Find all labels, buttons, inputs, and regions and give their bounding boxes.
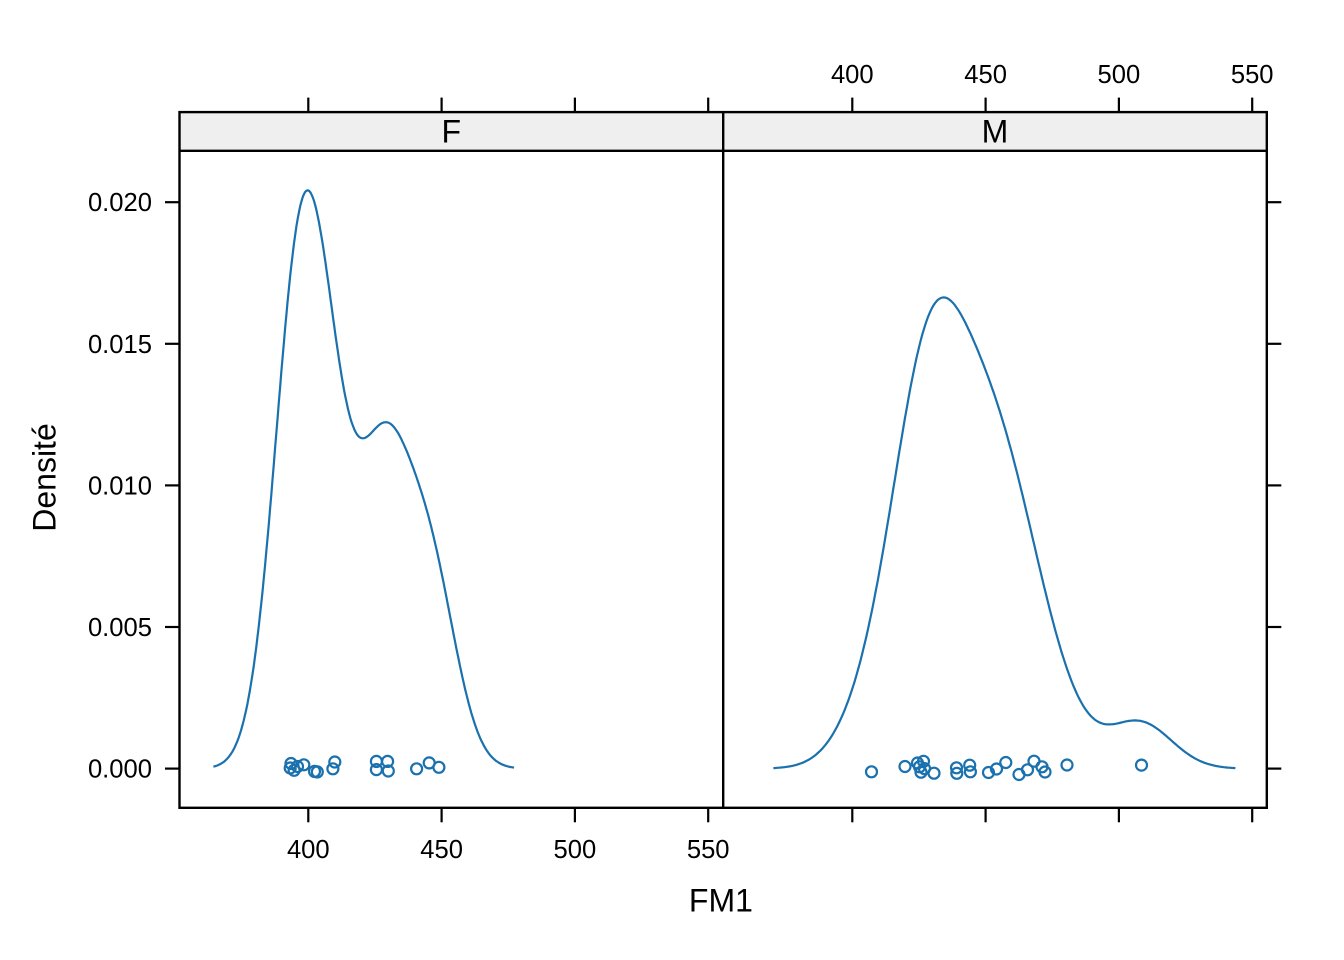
svg-text:0.020: 0.020 [88,189,152,217]
svg-text:500: 500 [554,836,597,864]
svg-text:400: 400 [287,836,330,864]
svg-text:500: 500 [1098,61,1141,89]
svg-text:M: M [982,114,1009,150]
svg-text:0.005: 0.005 [88,614,152,642]
svg-text:400: 400 [831,61,874,89]
svg-text:450: 450 [964,61,1007,89]
svg-text:Densité: Densité [27,423,63,532]
svg-text:FM1: FM1 [689,883,753,919]
svg-text:F: F [442,114,462,150]
svg-text:450: 450 [420,836,463,864]
svg-text:0.000: 0.000 [88,756,152,784]
svg-text:550: 550 [687,836,730,864]
svg-text:550: 550 [1231,61,1274,89]
svg-text:0.010: 0.010 [88,472,152,500]
svg-text:0.015: 0.015 [88,331,152,359]
